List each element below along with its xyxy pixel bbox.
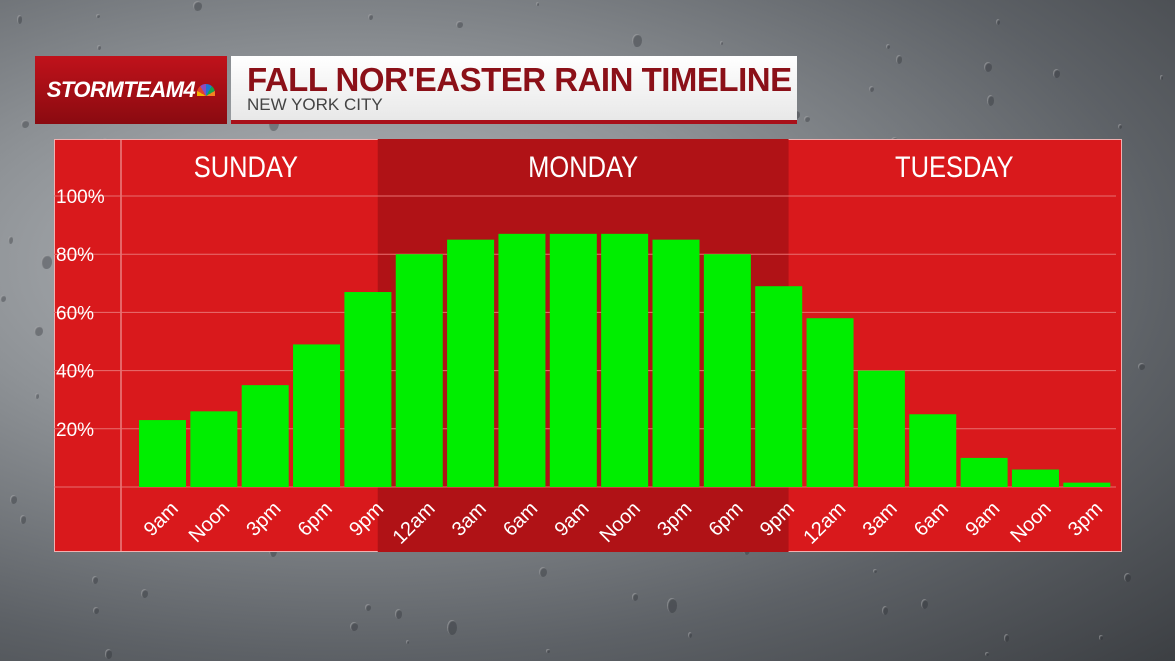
rain-drop [1124,572,1131,582]
rain-drop [1118,123,1123,129]
bar-15 [909,414,957,487]
rain-drop [536,2,540,7]
bar-8 [549,233,597,487]
bar-13 [806,318,854,487]
rain-drop [1053,68,1060,78]
x-tick-label: 9am [140,498,183,541]
rain-drop [192,0,202,11]
bar-16 [960,457,1008,487]
rain-drop [456,20,463,28]
rain-drop [349,621,358,632]
y-tick-label: 80% [56,245,94,266]
y-tick-label: 40% [56,362,94,383]
x-tick-label: 3pm [242,498,285,541]
rain-drop [19,514,27,524]
rain-drop [1004,634,1010,642]
rain-drop [395,609,402,619]
rain-drop [93,606,99,614]
chart-subtitle: NEW YORK CITY [247,95,383,114]
rain-drop [405,640,410,645]
rain-drop [95,13,101,19]
rain-drop [104,648,113,659]
title-panel: FALL NOR'EASTER RAIN TIMELINE NEW YORK C… [231,56,797,124]
title-bar: STORMTEAM4 FALL NOR'EASTER RAIN TIMELINE… [35,56,797,124]
rain-drop [140,588,148,598]
bar-2 [241,385,289,487]
y-tick-label: 20% [56,420,94,441]
bar-3 [293,344,341,487]
rain-drop [447,619,458,636]
bar-10 [652,239,700,487]
x-tick-label: 9am [961,498,1004,541]
rain-drop [688,631,693,638]
logo-text: STORMTEAM4 [46,77,196,102]
bar-18 [1063,482,1111,487]
rain-drop [546,648,550,653]
bar-14 [857,370,905,487]
rain-drop [1138,363,1145,371]
rain-drop [921,599,929,610]
bar-1 [190,411,238,487]
rain-drop [91,575,99,585]
chart-title: FALL NOR'EASTER RAIN TIMELINE [247,61,792,98]
x-tick-label: 3am [859,498,902,541]
rain-drop [896,54,903,64]
rain-drop [720,41,724,45]
rain-drop [995,18,1000,25]
rain-drop [986,95,994,107]
rain-drop [882,605,889,615]
rain-drop [1098,635,1104,640]
y-tick-label: 100% [56,187,105,208]
rain-drop [631,593,639,602]
rain-drop [41,254,52,269]
bar-12 [755,286,803,487]
station-logo: STORMTEAM4 [35,56,227,124]
x-tick-label: 3pm [1064,498,1107,541]
day-label-tuesday: TUESDAY [895,150,1013,183]
rain-drop [34,393,39,399]
rain-drop [364,604,371,612]
bar-17 [1011,469,1059,487]
rain-drop [869,86,875,93]
x-tick-label: 12am [799,498,850,549]
rain-drop [984,651,989,656]
rain-drop [983,61,992,72]
y-tick-label: 60% [56,303,94,324]
rain-drop [538,567,547,577]
bar-5 [395,254,443,487]
bar-9 [601,233,649,487]
day-label-monday: MONDAY [528,150,638,183]
x-tick-label: 6pm [294,498,337,541]
rain-drop [8,235,14,244]
rain-drop [368,14,374,21]
bar-11 [703,254,751,487]
rain-drop [632,34,642,48]
x-tick-label: Noon [1006,498,1055,547]
rain-drop [804,115,810,122]
rain-drop [33,325,43,336]
rain-drop [0,295,7,303]
bar-6 [447,239,495,487]
rain-drop [667,598,677,613]
rain-drop [21,119,30,128]
rain-drop [9,495,17,504]
x-tick-label: 6am [910,498,953,541]
bar-7 [498,233,546,487]
bar-4 [344,292,392,487]
rain-drop [96,44,101,51]
rain-drop [16,15,22,24]
rain-drop [885,43,890,49]
rain-drop [1159,75,1164,80]
day-label-sunday: SUNDAY [194,150,298,183]
peacock-icon [197,84,216,96]
bar-0 [139,420,186,487]
x-tick-label: Noon [185,498,234,547]
rain-drop [873,569,878,574]
